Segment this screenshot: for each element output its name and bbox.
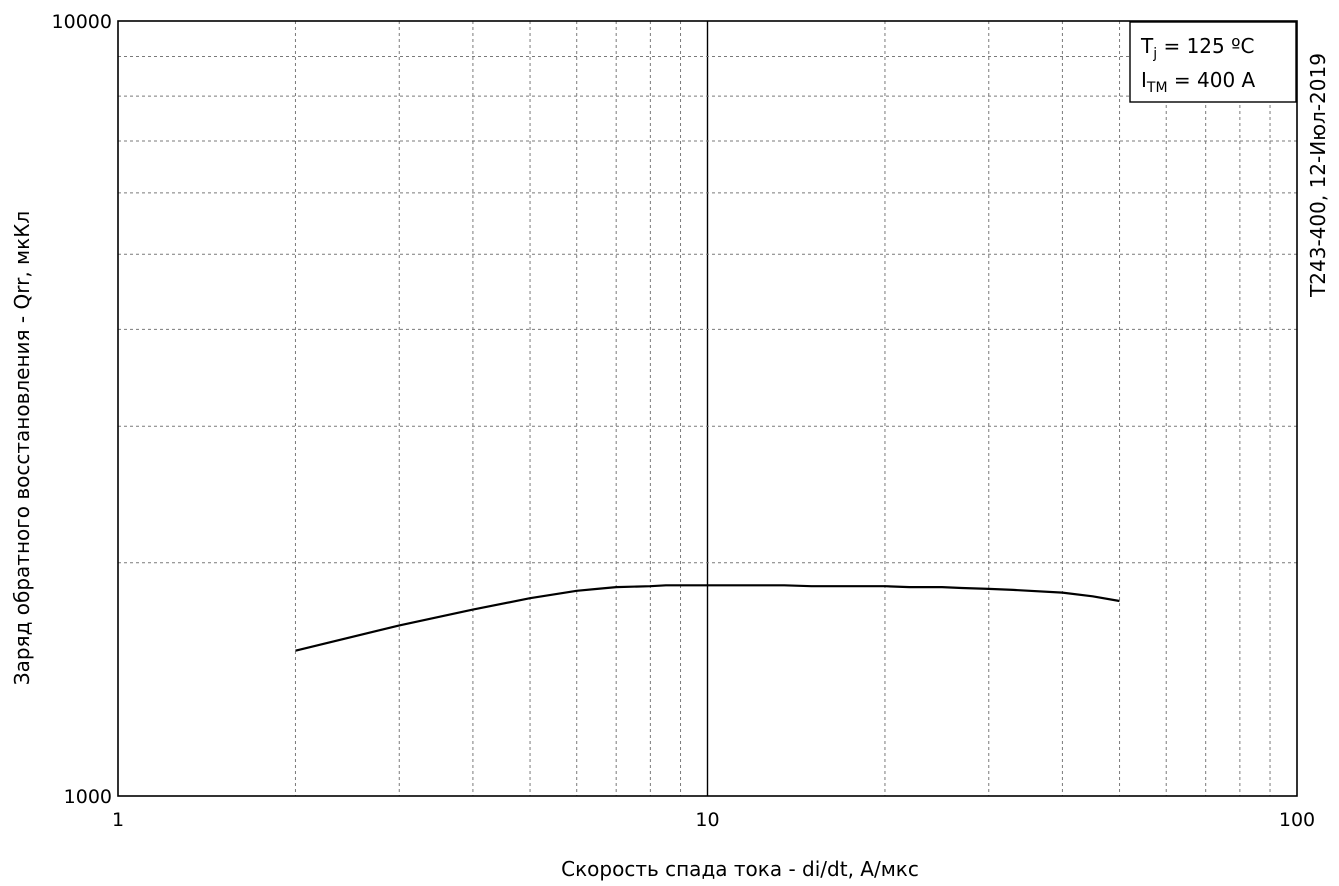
plot-frame (117, 20, 1298, 797)
x-tick-label: 100 (1279, 809, 1315, 831)
x-tick-label: 1 (112, 809, 124, 831)
legend-item-itm: ITM = 400 A (1141, 68, 1256, 96)
side-caption: Т243-400, 12-Июл-2019 (1306, 53, 1330, 298)
x-axis-title: Скорость спада тока - di/dt, А/мкс (561, 857, 919, 881)
x-tick-label: 10 (695, 809, 719, 831)
y-tick-label: 10000 (52, 11, 112, 33)
legend-box (1129, 21, 1297, 103)
legend-item-tj: Tj = 125 ºC (1140, 34, 1255, 62)
grid (118, 21, 1297, 796)
legend: Tj = 125 ºC ITM = 400 A (1129, 21, 1297, 103)
series-line (295, 584, 1120, 652)
tick-labels: 1 10 100 1000 10000 (52, 11, 1316, 831)
y-tick-label: 1000 (64, 786, 112, 808)
series-group (295, 584, 1120, 652)
y-axis-title: Заряд обратного восстановления - Qrr, мк… (10, 211, 34, 685)
